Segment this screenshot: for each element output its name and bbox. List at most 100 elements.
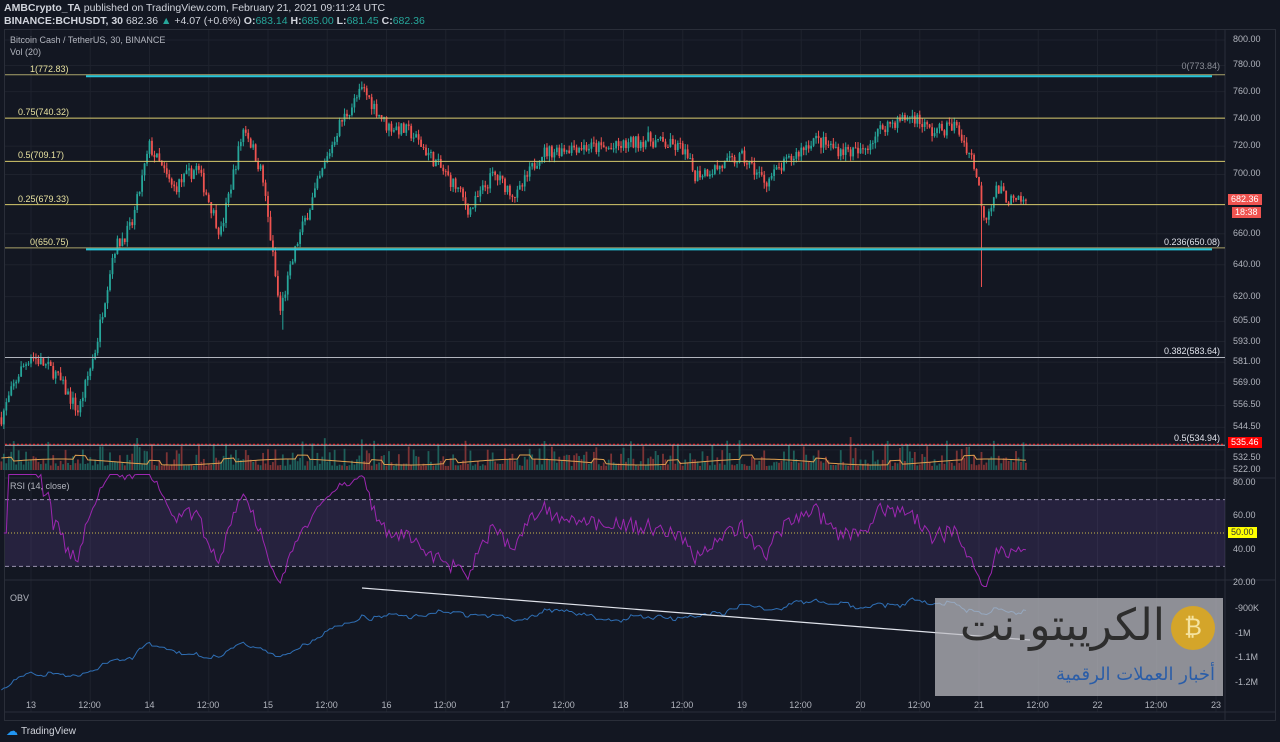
- volume-bar: [718, 463, 721, 470]
- candle-body: [911, 115, 914, 118]
- price-tag: 682.36: [1228, 194, 1262, 206]
- candle-body: [370, 97, 373, 110]
- volume-bar: [832, 465, 835, 470]
- volume-bar: [114, 461, 116, 470]
- candle-body: [481, 185, 484, 191]
- volume-bar: [79, 463, 82, 470]
- volume-bar: [696, 461, 699, 470]
- watermark-subtitle: أخبار العملات الرقمية: [1056, 664, 1215, 685]
- candle-body: [133, 210, 136, 226]
- candle-body: [128, 222, 131, 226]
- chart-frame: [4, 29, 1276, 721]
- volume-bar: [363, 461, 366, 470]
- volume-bar: [647, 458, 650, 470]
- candle-body: [681, 143, 684, 155]
- volume-bar: [810, 462, 813, 470]
- volume-bar: [44, 463, 47, 470]
- candle-body: [600, 142, 603, 146]
- candle-body: [975, 168, 978, 178]
- fib-label-left: 1(772.83): [30, 63, 69, 74]
- candle-body: [378, 115, 380, 117]
- candle-body: [57, 371, 60, 373]
- candle-body: [257, 161, 260, 170]
- volume-bar: [37, 462, 40, 470]
- volume-bar: [341, 465, 343, 470]
- candle-body: [49, 361, 52, 366]
- volume-bar: [649, 456, 652, 470]
- candle-body: [950, 123, 953, 131]
- volume-bar: [612, 462, 615, 470]
- volume-bar: [121, 462, 124, 470]
- candle-body: [269, 216, 272, 241]
- volume-bar: [22, 464, 25, 470]
- candle-body: [326, 156, 329, 163]
- candle-body: [578, 147, 580, 153]
- volume-bar: [1022, 442, 1025, 470]
- legend-rsi: RSI (14, close): [10, 481, 70, 491]
- publisher[interactable]: AMBCrypto_TA: [4, 2, 81, 14]
- candle-body: [417, 134, 420, 140]
- candle-body: [1010, 195, 1012, 205]
- obv-tick-label: -1.1M: [1235, 652, 1259, 662]
- candle-body: [444, 171, 447, 173]
- volume-bar: [686, 462, 689, 470]
- volume-bar: [459, 465, 462, 470]
- candle-body: [35, 357, 37, 359]
- volume-bar: [780, 460, 783, 470]
- volume-bar: [906, 444, 909, 470]
- volume-bar: [590, 461, 593, 470]
- volume-bar: [997, 455, 1000, 470]
- volume-bar: [627, 458, 630, 470]
- candle-body: [163, 165, 166, 169]
- candle-body: [627, 142, 630, 149]
- volume-bar: [943, 463, 946, 470]
- candle-body: [755, 172, 758, 175]
- volume-bar: [681, 465, 684, 470]
- volume-bar: [165, 452, 168, 470]
- candle-body: [86, 376, 89, 381]
- volume-bar: [995, 465, 998, 470]
- volume-bar: [197, 443, 200, 470]
- volume-bar: [20, 461, 23, 470]
- volume-bar: [380, 455, 383, 470]
- x-tick-label: 13: [26, 700, 37, 710]
- candle-body: [274, 251, 277, 277]
- candle-body: [738, 153, 741, 163]
- cloud-icon: ☁: [6, 724, 18, 738]
- volume-bar: [49, 465, 52, 470]
- candle-body: [459, 187, 462, 189]
- candle-body: [671, 138, 674, 145]
- candle-body: [538, 161, 541, 166]
- rsi-line: [3, 473, 1026, 587]
- candle-body: [773, 169, 775, 176]
- candle-body: [711, 173, 714, 175]
- candle-body: [116, 238, 119, 255]
- volume-bar: [704, 461, 706, 470]
- volume-bar: [370, 465, 373, 470]
- volume-bar: [533, 458, 536, 470]
- candle-body: [531, 163, 534, 167]
- volume-bar: [654, 451, 657, 470]
- candle-body: [533, 163, 536, 169]
- volume-bar: [778, 462, 780, 470]
- candle-body: [867, 148, 869, 150]
- candle-body: [518, 185, 521, 190]
- candle-body: [74, 397, 77, 411]
- volume-bar: [657, 455, 659, 470]
- candle-body: [7, 395, 10, 403]
- candle-body: [810, 145, 813, 149]
- volume-bar: [990, 456, 993, 470]
- candle-body: [476, 195, 479, 197]
- candle-body: [568, 150, 571, 153]
- volume-bar: [750, 456, 753, 470]
- candle-body: [156, 153, 158, 158]
- candle-body: [193, 170, 195, 179]
- volume-bar: [190, 464, 193, 470]
- candle-body: [321, 168, 324, 176]
- candle-body: [52, 365, 55, 379]
- volume-bar: [869, 465, 872, 470]
- tradingview-logo[interactable]: ☁ TradingView: [6, 724, 76, 738]
- volume-ma-line: [1, 454, 1026, 466]
- candle-body: [970, 152, 973, 155]
- candle-body: [62, 379, 64, 381]
